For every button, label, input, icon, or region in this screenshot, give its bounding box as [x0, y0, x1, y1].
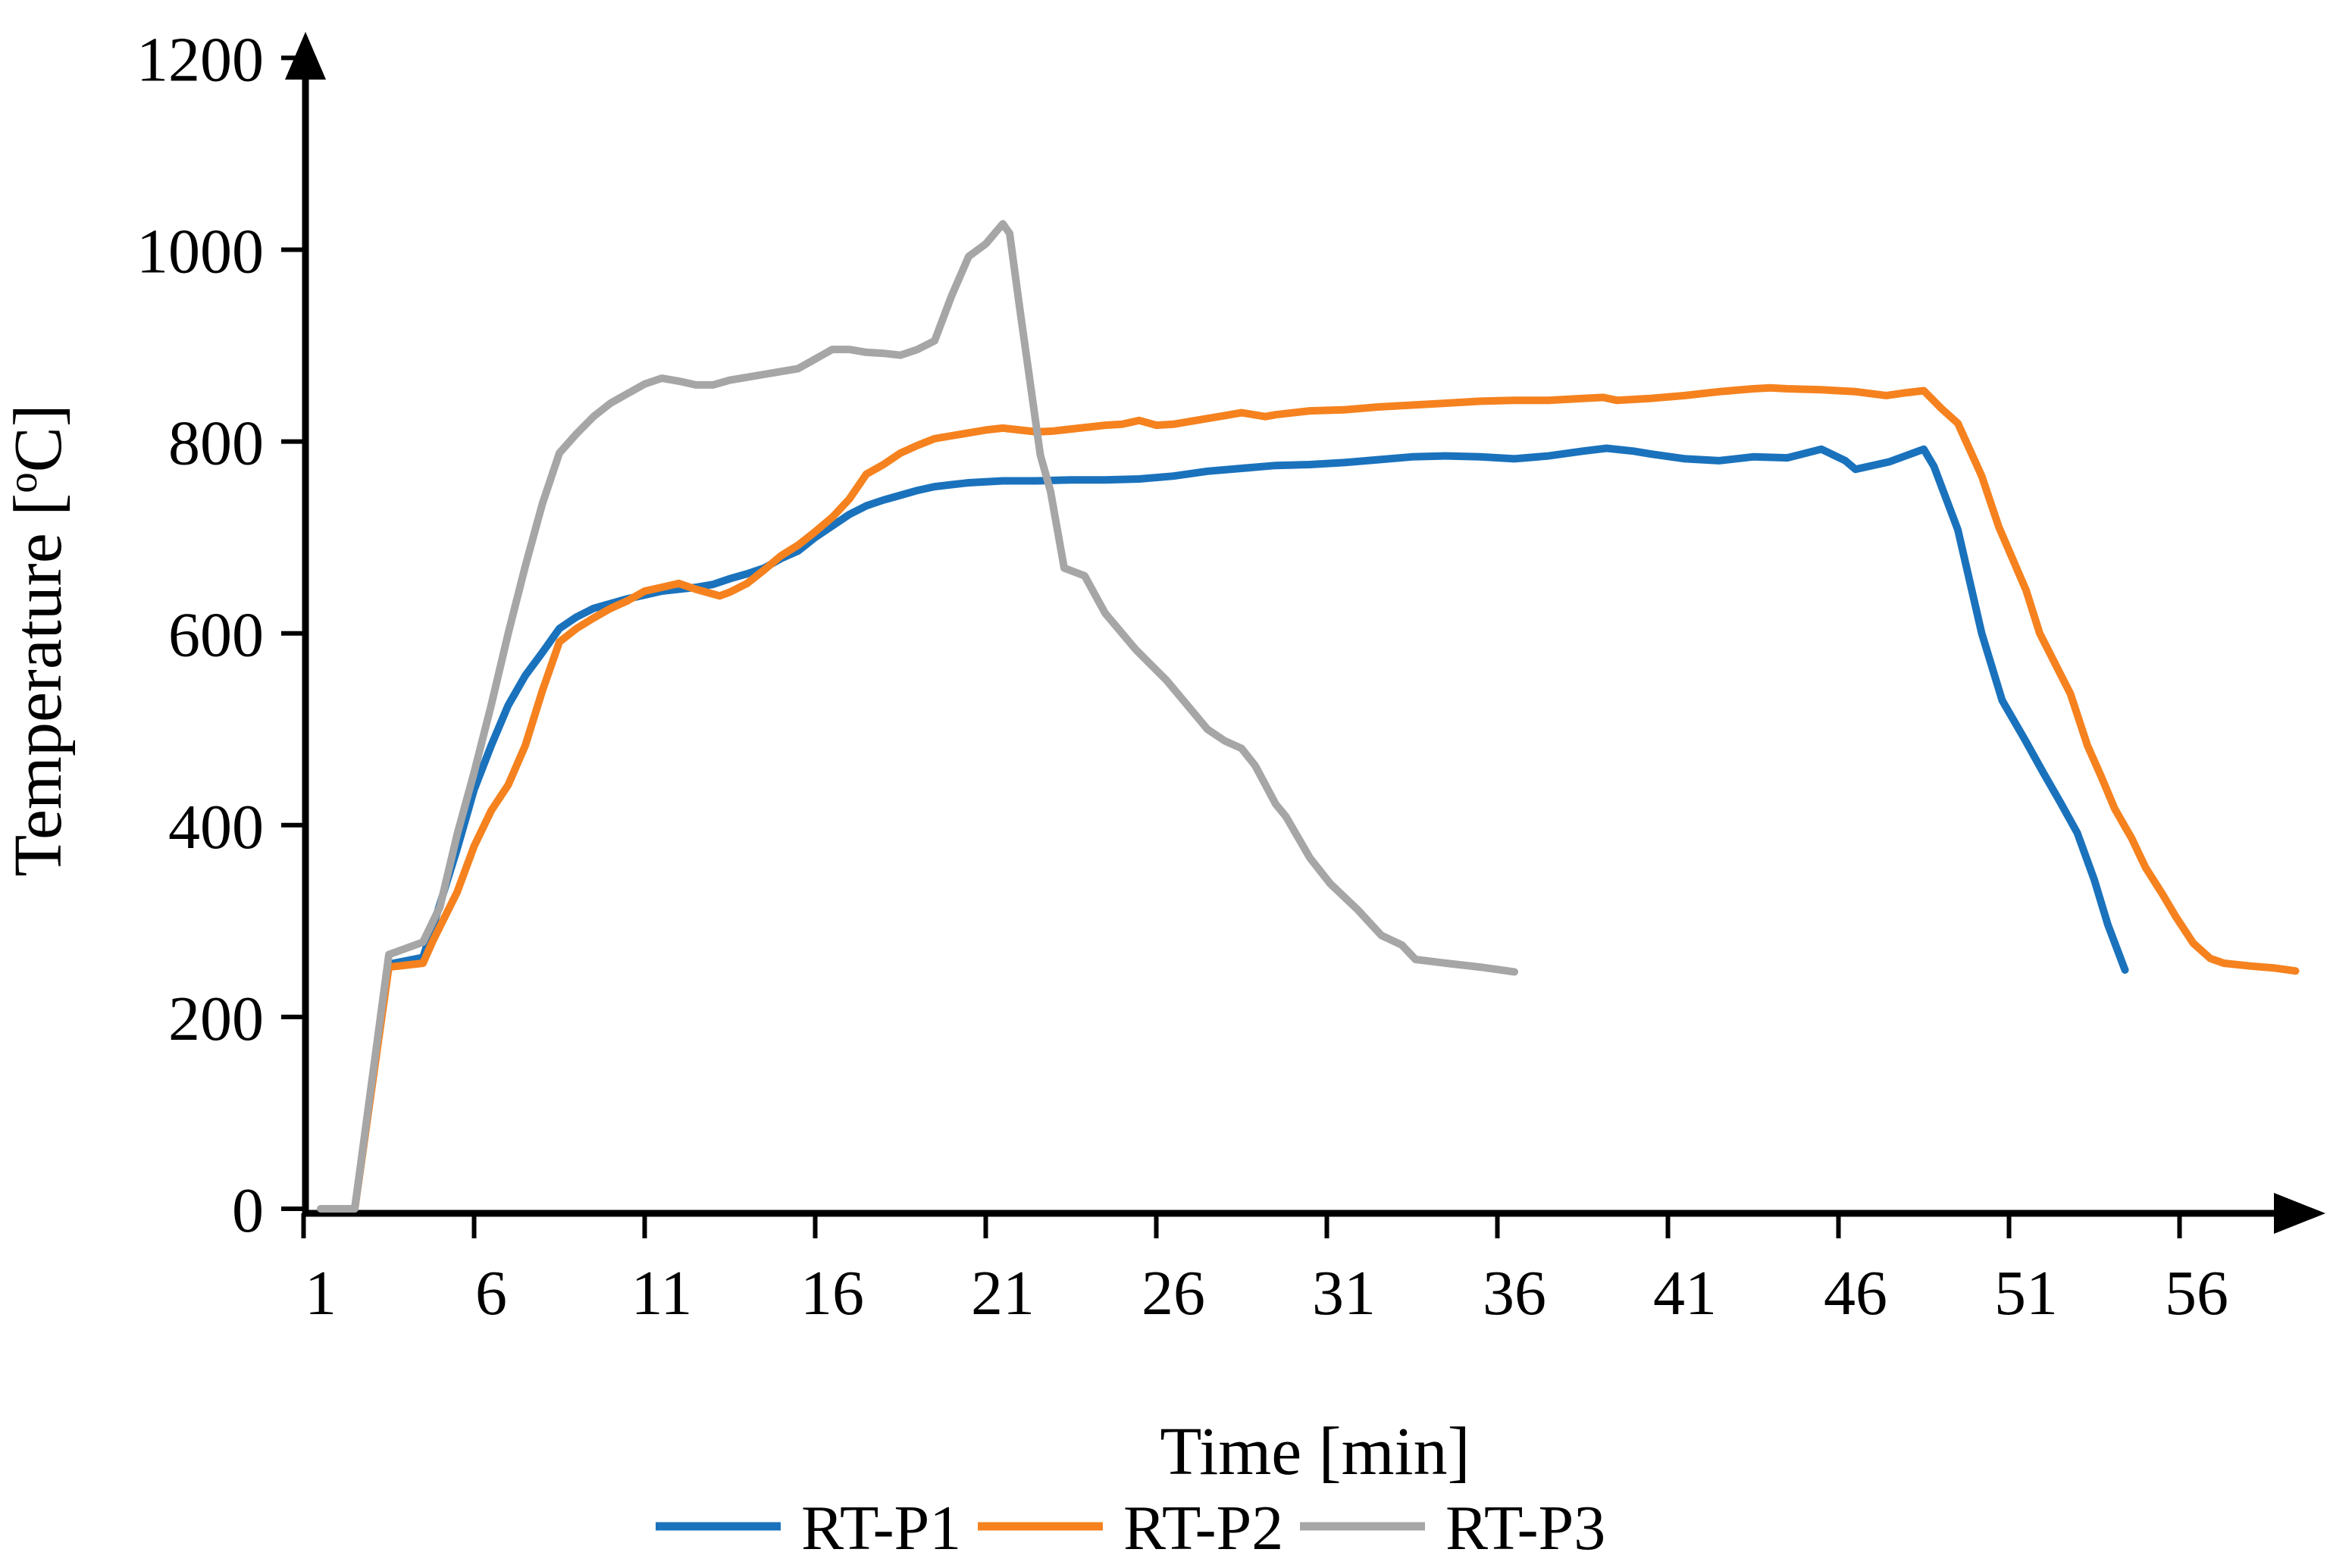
x-tick-label: 41	[1653, 1258, 1717, 1329]
legend-label: RT-P3	[1445, 1493, 1605, 1563]
x-tick-label: 16	[800, 1258, 864, 1329]
series-line-rt-p2	[351, 383, 2300, 1213]
x-axis-arrow-icon	[2274, 1193, 2325, 1234]
x-tick-label: 11	[631, 1258, 693, 1329]
y-tick-label: 1000	[136, 217, 264, 287]
x-axis-title: Time [min]	[1160, 1414, 1470, 1489]
y-tick-label: 0	[232, 1175, 264, 1246]
x-tick-label: 21	[971, 1258, 1035, 1329]
legend: RT-P1 RT-P2 RT-P3	[656, 1493, 1605, 1563]
legend-item-rt-p3: RT-P3	[1300, 1493, 1605, 1563]
y-axis-title: Temperature [oC]	[0, 404, 76, 876]
x-tick-label: 56	[2165, 1258, 2228, 1329]
x-tick-label: 51	[1994, 1258, 2058, 1329]
x-tick-label: 26	[1142, 1258, 1205, 1329]
x-tick-label: 36	[1483, 1258, 1546, 1329]
series-line-rt-p1	[351, 444, 2129, 1213]
legend-label: RT-P2	[1123, 1493, 1283, 1563]
legend-item-rt-p2: RT-P2	[978, 1493, 1283, 1563]
axes-layer	[285, 32, 2325, 1234]
y-tick-label: 400	[168, 792, 264, 862]
x-tick-label: 31	[1312, 1258, 1376, 1329]
legend-item-rt-p1: RT-P1	[656, 1493, 961, 1563]
series-line-rt-p3	[317, 220, 1518, 1213]
y-tick-label: 600	[168, 600, 264, 671]
x-tick-label: 46	[1824, 1258, 1887, 1329]
x-tick-label: 6	[475, 1258, 507, 1329]
x-tick-label: 1	[305, 1258, 337, 1329]
y-tick-label: 800	[168, 408, 264, 479]
series-layer	[317, 220, 2300, 1213]
y-tick-label: 200	[168, 984, 264, 1054]
y-tick-label: 1200	[136, 24, 264, 95]
legend-label: RT-P1	[801, 1493, 961, 1563]
